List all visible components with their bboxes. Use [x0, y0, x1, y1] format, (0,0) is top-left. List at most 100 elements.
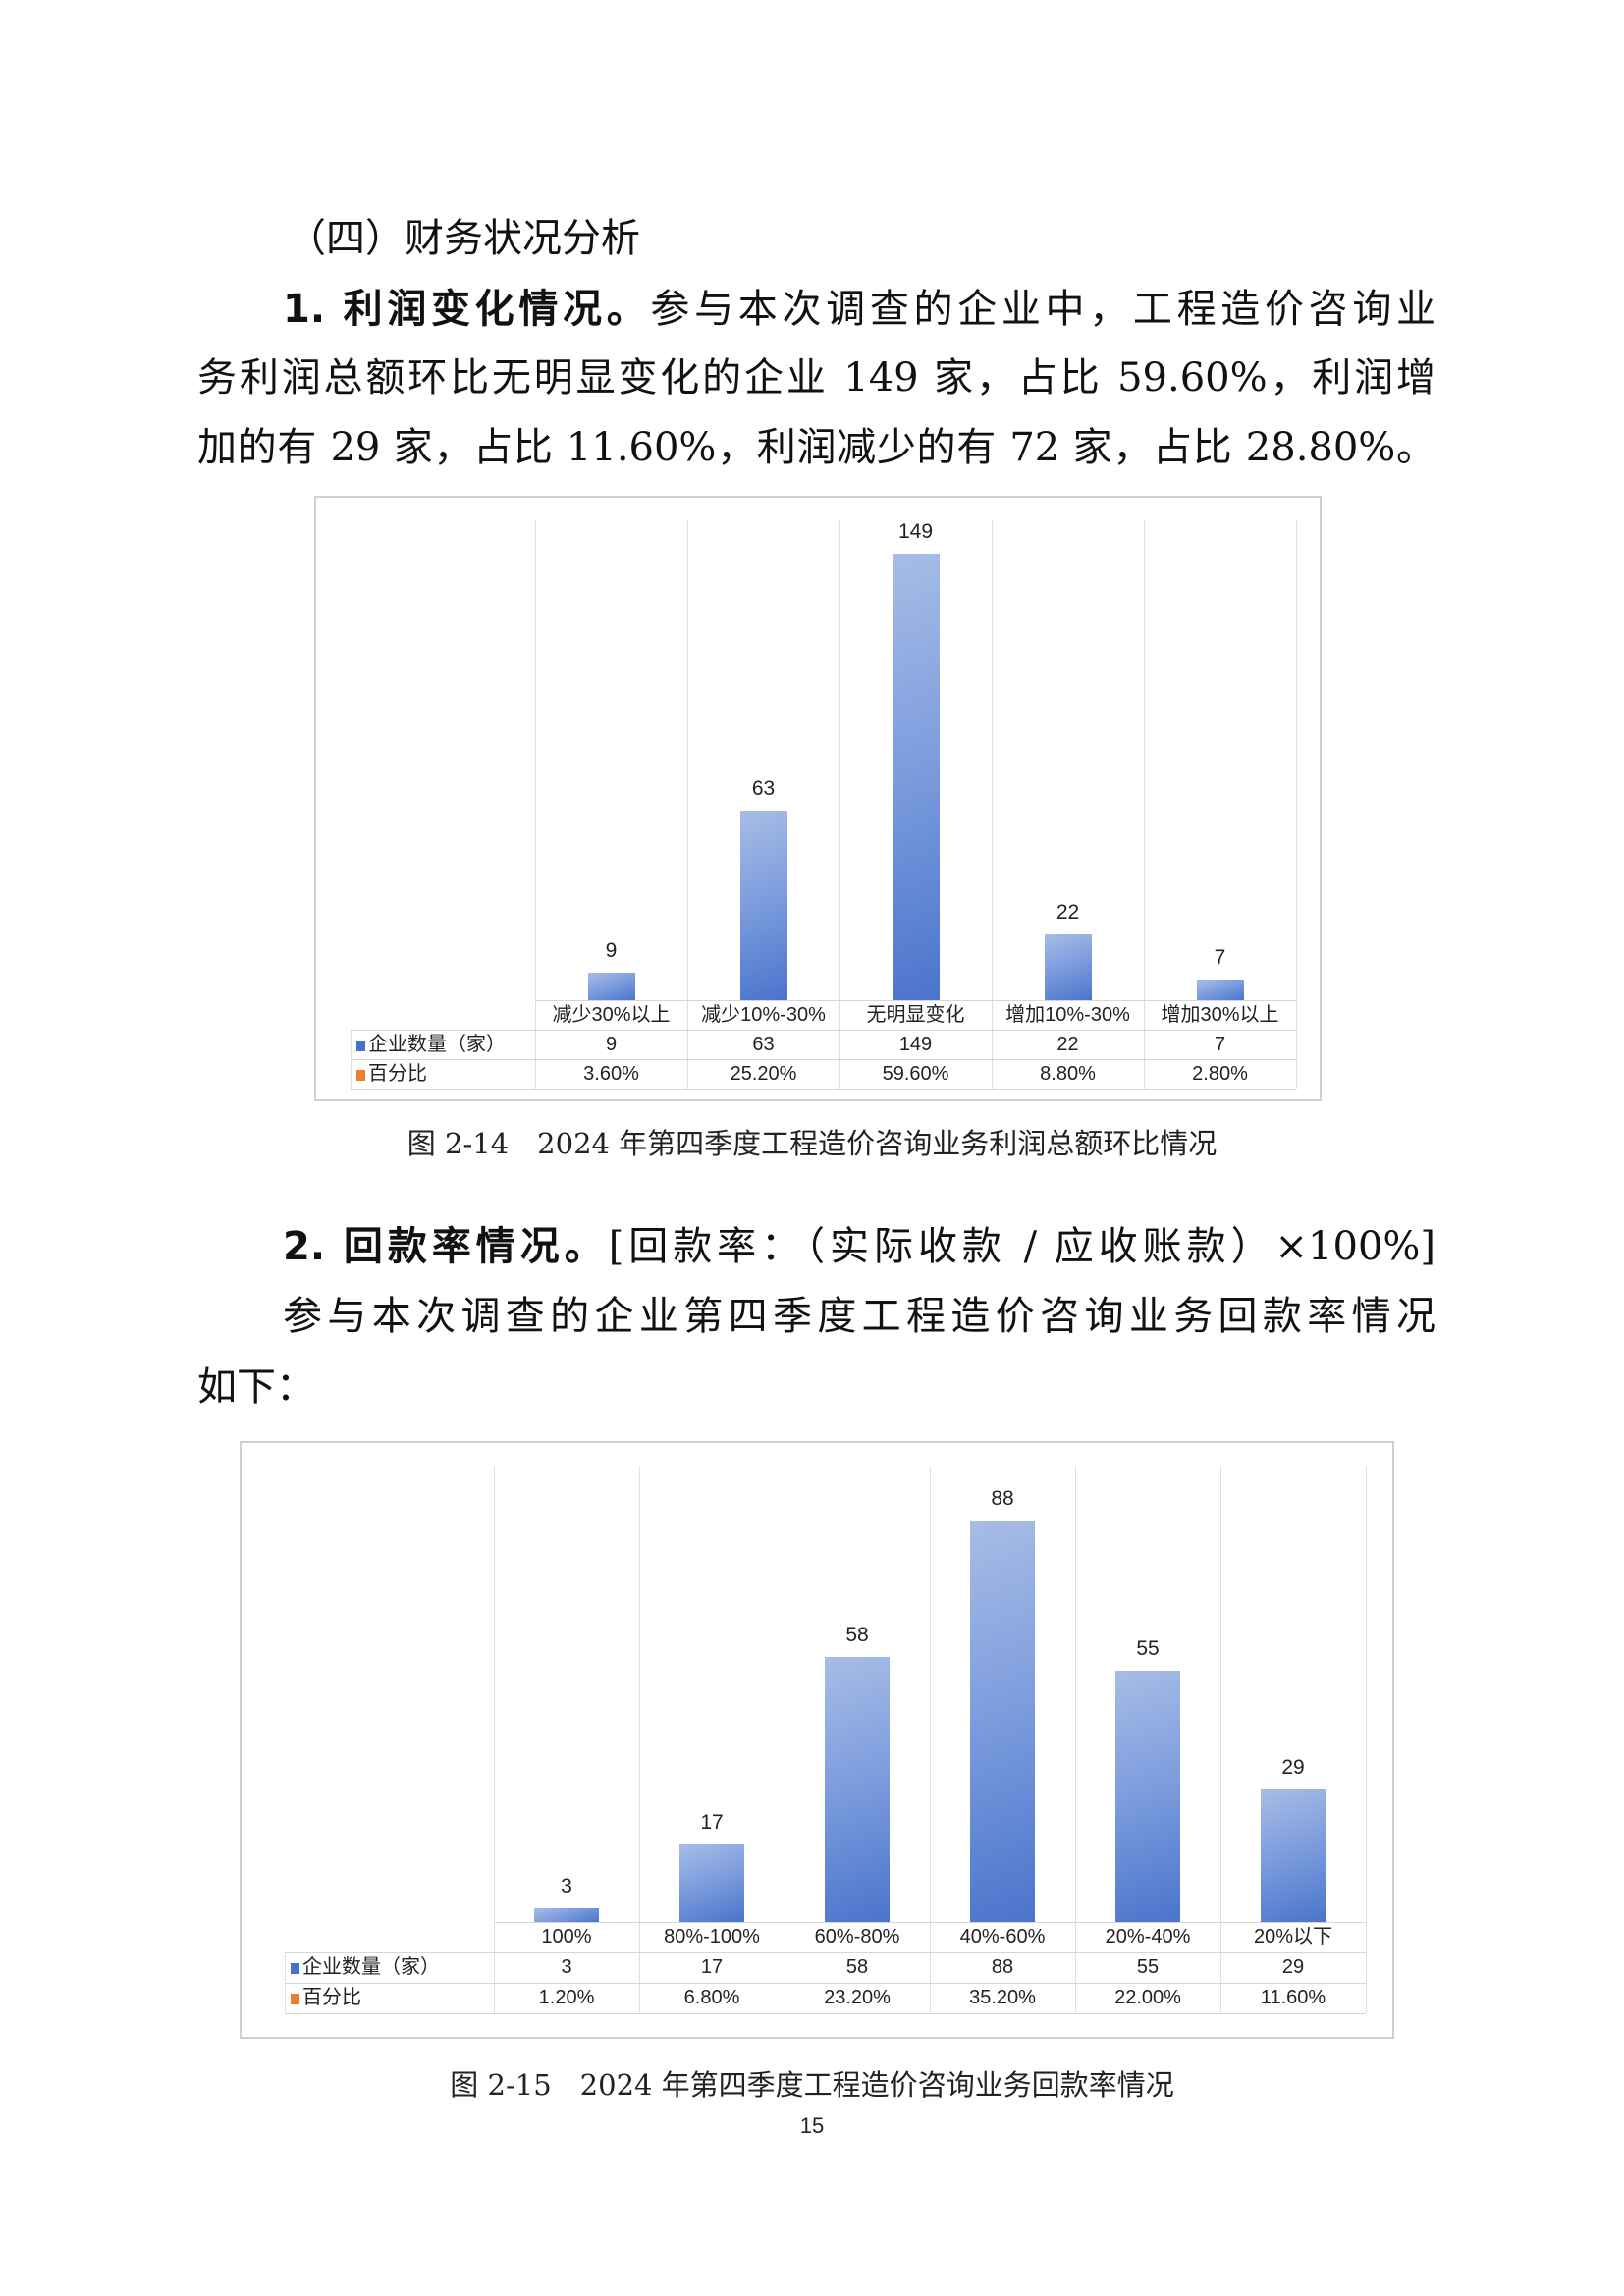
data-label: 88	[991, 1486, 1014, 1510]
table-percent-cell: 3.60%	[583, 1063, 639, 1085]
gridline	[1075, 1466, 1076, 2013]
gridline	[1144, 520, 1145, 1089]
data-label: 3	[561, 1875, 572, 1898]
bar	[892, 553, 940, 1000]
table-percent-cell: 8.80%	[1040, 1063, 1096, 1085]
table-row-line	[351, 1059, 1296, 1060]
table-count-cell: 9	[605, 1034, 618, 1055]
bar	[970, 1520, 1035, 1922]
figure-caption-2-15: 图 2-15 2024 年第四季度工程造价咨询业务回款率情况	[450, 2068, 1174, 2102]
table-row-line	[285, 2013, 1366, 2014]
table-count-cell: 149	[898, 1034, 933, 1055]
table-row-line	[285, 1952, 1366, 1953]
legend-percent: 百分比	[356, 1059, 427, 1089]
gridline	[1366, 1466, 1367, 2013]
bar	[1044, 934, 1092, 1000]
table-count-cell: 58	[845, 1956, 869, 1978]
figure-caption-2-14: 图 2-14 2024 年第四季度工程造价咨询业务利润总额环比情况	[406, 1127, 1218, 1160]
table-percent-cell: 2.80%	[1192, 1063, 1248, 1085]
para2-lead: 2. 回款率情况。	[283, 1224, 609, 1269]
para1-line3: 加的有 29 家，占比 11.60%，利润减少的有 72 家，占比 28.80%…	[197, 425, 1435, 470]
gridline	[639, 1466, 640, 2013]
category-label: 减少10%-30%	[701, 1004, 826, 1026]
table-percent-cell: 1.20%	[538, 1987, 595, 2008]
page-number: 15	[799, 2113, 825, 2138]
category-label: 60%-80%	[814, 1926, 900, 1948]
data-label: 7	[1214, 945, 1226, 969]
table-percent-cell: 25.20%	[730, 1063, 797, 1085]
data-label: 55	[1136, 1637, 1160, 1661]
para1-line1: 1. 利润变化情况。参与本次调查的企业中，工程造价咨询业	[283, 287, 1436, 332]
gridline	[687, 520, 688, 1089]
legend-swatch-icon	[356, 1041, 365, 1051]
table-count-cell: 17	[700, 1956, 724, 1978]
data-label: 29	[1281, 1756, 1305, 1780]
category-label: 20%-40%	[1105, 1926, 1191, 1948]
category-label: 80%-100%	[664, 1926, 760, 1948]
data-label: 58	[845, 1624, 869, 1647]
bar	[1115, 1671, 1180, 1922]
gridline	[930, 1466, 931, 2013]
category-label: 无明显变化	[866, 1004, 965, 1026]
table-count-cell: 29	[1281, 1956, 1305, 1978]
section-heading: （四）财务状况分析	[287, 216, 640, 261]
category-label: 100%	[541, 1926, 592, 1948]
table-count-cell: 55	[1136, 1956, 1160, 1978]
bar	[587, 973, 635, 1000]
category-label: 20%以下	[1253, 1926, 1333, 1948]
profit-change-chart: 9 减少30%以上 9 3.60% 63 减少10%-30% 63 25.20% 149 无明显变…	[314, 496, 1322, 1101]
table-count-cell: 88	[991, 1956, 1014, 1978]
bar	[739, 811, 787, 1000]
legend-label: 企业数量（家）	[302, 1956, 440, 1978]
category-label: 增加10%-30%	[1005, 1004, 1130, 1026]
table-percent-cell: 35.20%	[969, 1987, 1036, 2008]
legend-count: 企业数量（家）	[291, 1952, 440, 1982]
data-label: 63	[751, 777, 776, 801]
table-count-cell: 63	[752, 1034, 775, 1055]
gridline	[535, 520, 536, 1089]
gridline	[839, 520, 840, 1089]
data-label: 17	[700, 1810, 724, 1834]
bar	[1261, 1789, 1326, 1922]
category-label: 40%-60%	[959, 1926, 1046, 1948]
para2-line1: 2. 回款率情况。[回款率：（实际收款 / 应收账款）×100%]	[197, 1219, 1435, 1274]
data-label: 9	[605, 939, 618, 963]
bar	[1196, 979, 1244, 1000]
bar	[534, 1908, 599, 1922]
para2-line2: 参与本次调查的企业第四季度工程造价咨询业务回款率情况	[283, 1294, 1435, 1339]
legend-count: 企业数量（家）	[356, 1030, 506, 1059]
para2-line3: 如下：	[197, 1364, 315, 1410]
table-row-line	[535, 1000, 1296, 1001]
legend-percent: 百分比	[291, 1983, 361, 2012]
legend-label: 百分比	[302, 1987, 361, 2008]
table-percent-cell: 22.00%	[1114, 1987, 1181, 2008]
table-count-cell: 3	[561, 1956, 572, 1978]
gridline	[494, 1466, 495, 2013]
table-row-line	[351, 1030, 1296, 1031]
category-label: 增加30%以上	[1161, 1004, 1279, 1026]
data-label: 22	[1056, 900, 1080, 924]
table-count-cell: 7	[1214, 1034, 1226, 1055]
gridline	[992, 520, 993, 1089]
para1-line2: 务利润总额环比无明显变化的企业 149 家，占比 59.60%，利润增	[197, 355, 1435, 400]
category-label: 减少30%以上	[552, 1004, 671, 1026]
formula: [回款率：（实际收款 / 应收账款）×100%]	[608, 1224, 1436, 1269]
para1-lead: 1. 利润变化情况。	[283, 287, 651, 332]
gridline	[1220, 1466, 1221, 2013]
table-row-line	[285, 1983, 1366, 1984]
legend-label: 百分比	[368, 1063, 427, 1085]
bar	[825, 1657, 890, 1922]
legend-label: 企业数量（家）	[368, 1034, 506, 1055]
table-percent-cell: 6.80%	[683, 1987, 740, 2008]
legend-swatch-icon	[356, 1070, 365, 1081]
legend-swatch-icon	[291, 1994, 299, 2004]
table-percent-cell: 59.60%	[882, 1063, 949, 1085]
table-percent-cell: 23.20%	[824, 1987, 891, 2008]
bar	[679, 1843, 744, 1922]
legend-swatch-icon	[291, 1963, 299, 1974]
table-count-cell: 22	[1056, 1034, 1079, 1055]
collection-rate-chart: 3 100% 3 1.20% 17 80%-100% 17 6.80% 58 60%-80% 58 2…	[240, 1441, 1394, 2039]
gridline	[1296, 520, 1297, 1089]
table-percent-cell: 11.60%	[1260, 1987, 1326, 2008]
